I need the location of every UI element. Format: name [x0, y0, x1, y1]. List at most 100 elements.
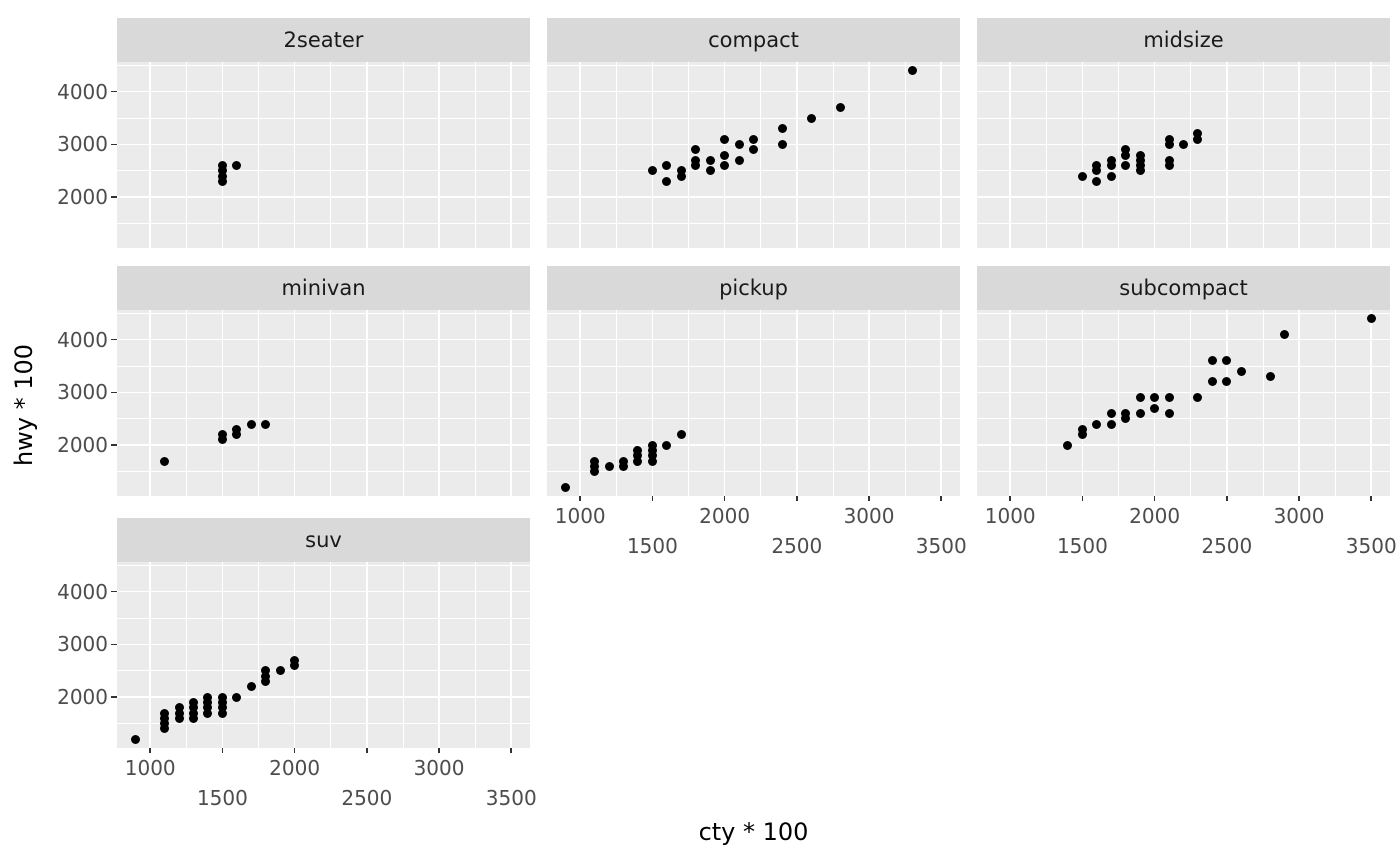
grid-line-y-major	[977, 444, 1390, 447]
grid-line-x-major	[1081, 62, 1084, 248]
data-point	[1164, 134, 1174, 144]
data-point	[275, 666, 285, 676]
data-point	[691, 161, 701, 171]
x-tick-label: 2000	[1129, 504, 1181, 528]
data-point	[662, 176, 672, 186]
grid-line-x-major	[1370, 62, 1373, 248]
facet-strip: suv	[117, 518, 530, 562]
x-tick-label: 2000	[699, 504, 751, 528]
grid-line-y-minor	[977, 365, 1390, 367]
facet-strip: minivan	[117, 266, 530, 310]
data-point	[189, 713, 199, 723]
grid-line-x-minor	[402, 62, 404, 248]
data-point	[160, 456, 170, 466]
grid-line-y-minor	[117, 723, 530, 725]
grid-line-x-minor	[330, 62, 332, 248]
data-point	[174, 708, 184, 718]
y-axis-title: hwy * 100	[10, 343, 38, 467]
grid-line-x-major	[1009, 310, 1011, 496]
grid-line-y-major	[117, 143, 530, 146]
grid-line-x-major	[438, 562, 440, 748]
data-point	[261, 666, 271, 676]
grid-line-y-minor	[117, 117, 530, 119]
grid-line-x-major	[796, 310, 798, 496]
facet-strip-label: subcompact	[1119, 276, 1248, 300]
grid-line-y-major	[117, 444, 530, 447]
data-point	[246, 682, 256, 692]
x-axis-tick	[723, 496, 726, 501]
grid-line-x-major	[221, 562, 224, 748]
grid-line-x-minor	[832, 62, 834, 248]
facet-strip: 2seater	[117, 18, 530, 62]
data-point	[720, 150, 730, 160]
y-tick-label: 2000	[57, 685, 108, 710]
grid-line-y-major	[547, 338, 960, 341]
data-point	[647, 446, 657, 456]
grid-line-x-major	[651, 62, 654, 248]
x-axis-tick	[1226, 496, 1228, 501]
grid-line-y-major	[117, 643, 530, 646]
x-tick-label: 3500	[1345, 534, 1397, 558]
facet-strip-label: midsize	[1143, 28, 1224, 52]
grid-line-x-major	[1153, 62, 1156, 248]
data-point	[1106, 161, 1116, 171]
facet-panel	[117, 562, 530, 748]
data-point	[1193, 134, 1203, 144]
x-tick-label: 1000	[124, 756, 176, 780]
facet-strip-label: pickup	[719, 276, 788, 300]
grid-line-x-minor	[474, 310, 476, 496]
grid-line-x-major	[149, 562, 151, 748]
grid-line-x-minor	[615, 62, 617, 248]
data-point	[662, 161, 672, 171]
grid-line-y-minor	[547, 471, 960, 473]
data-point	[777, 139, 787, 149]
x-tick-label: 1500	[196, 786, 248, 810]
x-axis-tick	[510, 748, 513, 753]
grid-line-x-minor	[1045, 310, 1047, 496]
grid-line-y-major	[977, 338, 1390, 341]
data-point	[217, 708, 227, 718]
data-point	[662, 440, 672, 450]
grid-line-y-minor	[547, 312, 960, 314]
grid-line-y-minor	[117, 670, 530, 672]
grid-line-y-major	[117, 391, 530, 394]
grid-line-x-major	[940, 310, 943, 496]
data-point	[1207, 377, 1217, 387]
y-tick-label: 4000	[57, 579, 108, 604]
grid-line-x-minor	[402, 562, 404, 748]
grid-line-y-major	[547, 143, 960, 146]
y-tick-label: 4000	[57, 79, 108, 104]
data-point	[290, 661, 300, 671]
grid-line-x-major	[723, 310, 726, 496]
data-point	[691, 145, 701, 155]
data-point	[1164, 155, 1174, 165]
grid-line-x-minor	[258, 562, 259, 748]
data-point	[907, 65, 917, 75]
data-point	[232, 424, 242, 434]
data-point	[806, 113, 816, 123]
grid-line-y-minor	[547, 223, 960, 225]
grid-line-x-minor	[330, 310, 332, 496]
grid-line-x-minor	[1262, 310, 1264, 496]
grid-line-x-major	[221, 62, 224, 248]
x-tick-label: 1000	[984, 504, 1036, 528]
y-tick-label: 2000	[57, 185, 108, 210]
data-point	[777, 124, 787, 134]
y-axis-tick	[111, 90, 117, 93]
data-point	[1077, 430, 1087, 440]
grid-line-x-minor	[1190, 62, 1192, 248]
data-point	[1092, 176, 1102, 186]
data-point	[1135, 161, 1145, 171]
grid-line-x-major	[1226, 310, 1228, 496]
grid-line-y-major	[547, 196, 960, 199]
x-axis-tick	[1009, 496, 1011, 501]
data-point	[1135, 393, 1145, 403]
data-point	[647, 440, 657, 450]
x-tick-label: 2500	[1201, 534, 1253, 558]
data-point	[203, 698, 213, 708]
x-tick-label: 3000	[843, 504, 895, 528]
data-point	[720, 134, 730, 144]
x-tick-label: 2000	[269, 756, 321, 780]
grid-line-y-minor	[977, 223, 1390, 225]
facet-panel	[977, 62, 1390, 248]
